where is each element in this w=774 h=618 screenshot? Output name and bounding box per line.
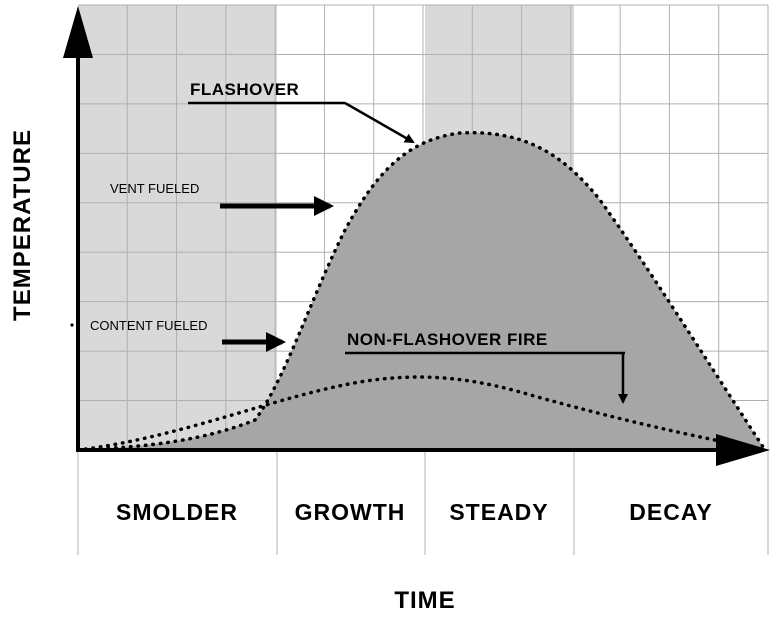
- smolder-phase-shade: [78, 5, 277, 450]
- phase-label-decay: DECAY: [629, 499, 712, 525]
- flashover-area: [78, 132, 765, 450]
- flashover-fire-curve: [76, 130, 767, 452]
- x-axis-title: TIME: [394, 587, 455, 614]
- y-axis-arrowhead: [63, 6, 93, 58]
- non-flashover-label: NON-FLASHOVER FIRE: [347, 330, 548, 349]
- phase-label-steady: STEADY: [449, 499, 548, 525]
- non-flashover-fire-curve: [76, 375, 767, 452]
- bullet-dot: [70, 323, 74, 327]
- flashover-pointer-arrow: [344, 101, 415, 144]
- phase-label-smolder: SMOLDER: [116, 499, 238, 525]
- vent-fueled-label: VENT FUELED: [110, 181, 199, 196]
- y-axis-title: TEMPERATURE: [9, 129, 36, 321]
- content-fueled-label: CONTENT FUELED: [90, 318, 208, 333]
- phase-label-growth: GROWTH: [295, 499, 406, 525]
- flashover-label: FLASHOVER: [190, 80, 299, 99]
- x-axis-arrowhead: [716, 434, 770, 466]
